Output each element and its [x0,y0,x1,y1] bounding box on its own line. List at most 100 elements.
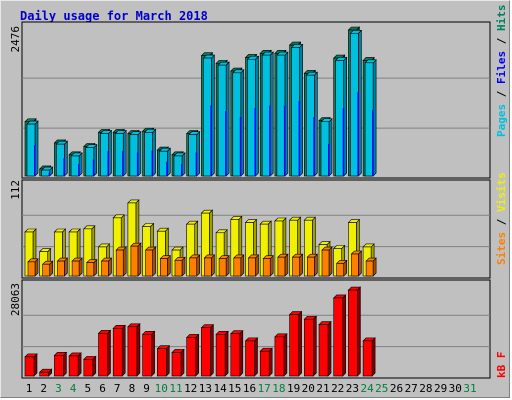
bar-files-front [70,155,80,177]
bar-kbytes-side [283,333,288,377]
bar-sites-front [174,259,183,277]
bar-kbytes-side [298,310,302,377]
x-tick-label: 12 [184,382,197,395]
bar-pages [328,144,330,176]
bar-pages [63,158,65,176]
bar-kbytes-front [171,352,182,377]
bar-sites-side [284,253,289,277]
bar-pages [269,105,271,176]
x-tick-label: 14 [213,382,227,395]
bar-sites-front [306,256,315,277]
bar-sites [365,257,377,277]
bar-pages [313,117,315,176]
bar-sites-side [196,254,200,277]
bar-sites [144,246,157,277]
bar-kbytes-front [186,337,196,377]
bar-pages [342,108,345,176]
bar-sites-front [365,260,374,277]
bar-kbytes [244,337,259,377]
bar-kbytes-front [245,340,255,377]
x-tick-label: 17 [258,382,271,395]
x-tick-label: 8 [129,382,136,395]
bar-files-front [247,58,256,177]
bar-sites-front [27,261,36,277]
bar-kbytes [347,286,362,377]
bar-sites [86,258,98,277]
bar-sites-side [137,242,142,277]
x-tick-label: 1 [26,382,33,395]
bar-sites-front [130,245,139,277]
bar-files-front [291,47,300,177]
bar-sites-side [211,254,215,277]
bar-files [55,140,69,177]
bar-files [320,118,333,177]
x-tick-label: 30 [449,382,462,395]
bar-files-front [56,143,65,177]
legend-separator: / [495,218,508,225]
y-max-label-middle: 112 [9,180,22,200]
legend-files: Files [495,51,508,84]
bar-files-front [159,150,168,177]
bar-pages [372,109,374,176]
bar-kbytes-side [342,294,347,377]
bar-sites-front [351,253,359,277]
bar-sites-front [336,263,345,277]
bar-files [232,69,245,177]
bar-sites-side [255,254,259,277]
legend-hits: Hits [495,5,508,32]
bar-sites-front [160,258,168,277]
x-tick-label: 10 [155,382,168,395]
bar-files-front [217,64,227,177]
bar-sites-front [189,257,197,277]
bar-sites-front [218,258,227,277]
panel-top [21,21,491,179]
bar-files-front [41,169,51,177]
x-tick-label: 2 [40,382,47,395]
bar-files [364,59,377,177]
bar-files-front [173,155,183,177]
bar-sites-side [299,253,303,277]
bar-kbytes-side [210,323,214,377]
x-tick-label: 18 [272,382,285,395]
bar-files [173,152,186,177]
bar-kbytes-front [230,333,241,377]
bar-files-front [188,134,197,177]
bar-sites [262,254,274,277]
y-max-label-bottom: 28063 [9,283,22,316]
bar-files-front [232,72,242,177]
bar-sites [56,257,69,277]
bar-kbytes-side [180,348,185,377]
x-tick-label: 23 [346,382,359,395]
bar-sites-side [269,254,274,277]
panel-bottom [21,279,491,379]
bar-kbytes [38,368,53,377]
bar-kbytes [288,310,303,377]
bar-sites [335,259,348,277]
bar-sites [306,253,319,277]
bar-sites-side [152,246,156,277]
bar-files-front [276,54,286,177]
bar-files-front [364,62,374,177]
bar-files [334,56,348,177]
bar-sites-front [71,260,80,277]
bar-sites-side [240,254,245,277]
bar-sites-front [115,249,124,277]
bar-files-front [320,121,330,177]
y-max-label-top: 2476 [9,26,22,53]
bar-kbytes [83,355,97,377]
chart-title: Daily usage for March 2018 [20,9,208,23]
bar-kbytes-side [136,323,141,377]
bar-kbytes-side [268,347,273,377]
bar-kbytes [274,333,288,377]
bar-kbytes-front [348,289,358,377]
x-tick-label: 22 [331,382,344,395]
bar-kbytes-front [333,297,344,377]
bar-sites-side [122,246,127,277]
legend-separator: / [495,90,508,97]
bar-files-front [129,134,139,177]
bar-pages [210,105,212,176]
x-tick-label: 15 [228,382,241,395]
bar-kbytes [332,294,347,377]
bar-pages [225,111,227,176]
bar-kbytes-side [357,286,361,377]
